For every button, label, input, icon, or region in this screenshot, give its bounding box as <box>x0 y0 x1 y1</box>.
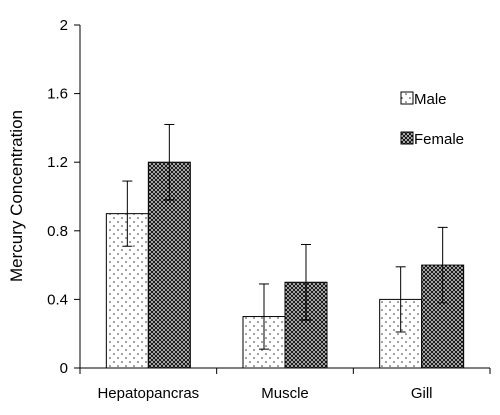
y-tick-label: 0.4 <box>47 291 68 308</box>
y-axis-ticks: 0 0.4 0.8 1.2 1.6 2 <box>47 17 81 377</box>
y-tick-label: 2 <box>60 17 68 34</box>
legend-swatch-male <box>400 91 414 105</box>
y-tick-label: 1.2 <box>47 154 68 171</box>
bar-series <box>105 123 465 369</box>
x-axis: Hepatopancras Muscle Gill <box>79 367 491 402</box>
y-tick-label: 1.6 <box>47 86 68 103</box>
legend-label-male: Male <box>414 91 447 108</box>
y-axis-label: Mercury Concentration <box>7 110 26 282</box>
y-tick-label: 0.8 <box>47 223 68 240</box>
legend: Male Female <box>400 91 464 148</box>
legend-swatch-female <box>400 131 414 145</box>
legend-label-female: Female <box>414 131 464 148</box>
x-category-label: Gill <box>411 385 433 402</box>
x-category-label: Hepatopancras <box>97 385 199 402</box>
x-category-label: Muscle <box>261 385 309 402</box>
y-tick-label: 0 <box>60 360 68 377</box>
